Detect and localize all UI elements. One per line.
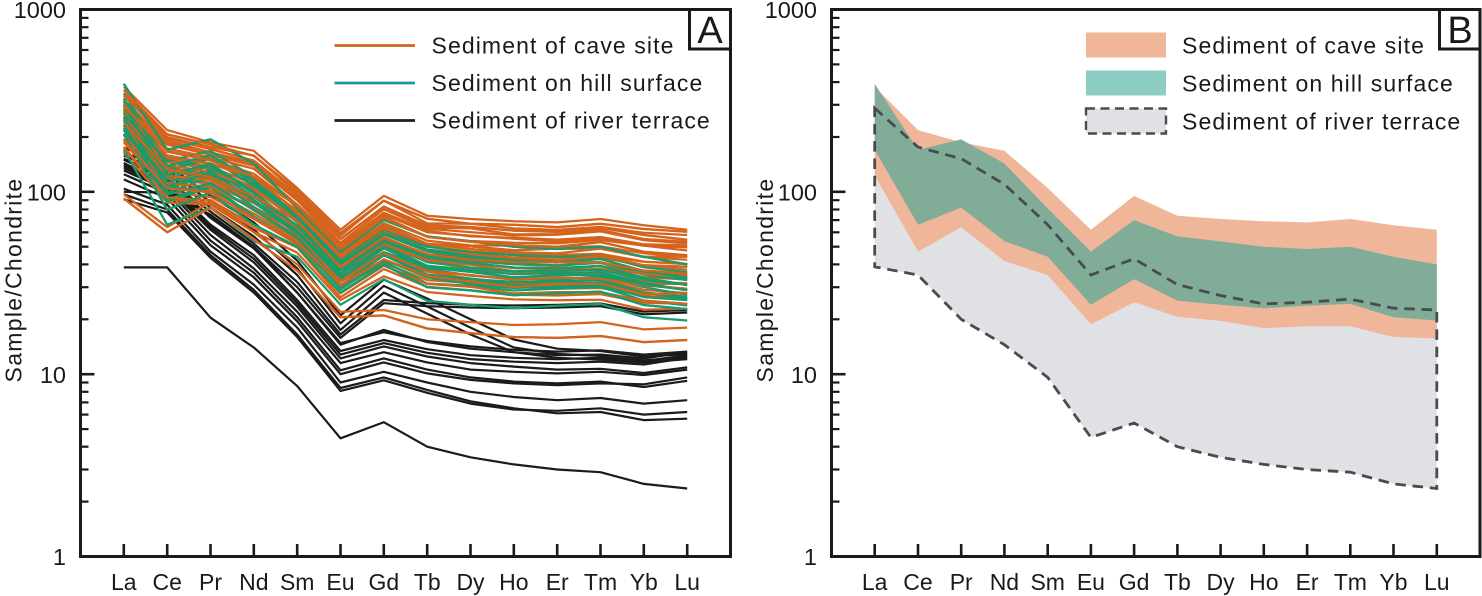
svg-text:Er: Er <box>546 569 569 595</box>
svg-text:100: 100 <box>778 179 817 205</box>
svg-text:Ce: Ce <box>152 569 181 595</box>
svg-text:10: 10 <box>40 362 66 388</box>
svg-text:Nd: Nd <box>239 569 268 595</box>
svg-text:Ho: Ho <box>499 569 528 595</box>
svg-text:Pr: Pr <box>950 569 973 595</box>
svg-text:Sediment on hill surface: Sediment on hill surface <box>432 70 704 96</box>
svg-text:1: 1 <box>804 544 817 570</box>
svg-text:Sample/Chondrite: Sample/Chondrite <box>1 178 27 383</box>
svg-text:Lu: Lu <box>674 569 700 595</box>
svg-text:Yb: Yb <box>630 569 658 595</box>
svg-text:Sediment of river terrace: Sediment of river terrace <box>1182 109 1461 135</box>
svg-text:Sediment of river terrace: Sediment of river terrace <box>432 108 711 134</box>
svg-text:Eu: Eu <box>326 569 354 595</box>
svg-text:1000: 1000 <box>765 0 817 23</box>
svg-text:Sample/Chondrite: Sample/Chondrite <box>752 178 778 383</box>
svg-text:Eu: Eu <box>1077 569 1105 595</box>
svg-text:Tb: Tb <box>414 569 441 595</box>
svg-text:Gd: Gd <box>1119 569 1150 595</box>
svg-text:1000: 1000 <box>14 0 66 23</box>
svg-text:Sediment of cave site: Sediment of cave site <box>1182 33 1425 59</box>
svg-text:B: B <box>1447 10 1472 52</box>
svg-text:1: 1 <box>53 544 66 570</box>
svg-text:Sediment of cave site: Sediment of cave site <box>432 33 675 59</box>
svg-text:Dy: Dy <box>1207 569 1236 595</box>
svg-text:Lu: Lu <box>1424 569 1450 595</box>
svg-text:Ce: Ce <box>903 569 932 595</box>
svg-text:La: La <box>862 569 888 595</box>
svg-text:Nd: Nd <box>990 569 1019 595</box>
svg-text:Sediment on hill surface: Sediment on hill surface <box>1182 71 1454 97</box>
svg-text:10: 10 <box>791 362 817 388</box>
svg-text:La: La <box>111 569 137 595</box>
svg-text:Ho: Ho <box>1249 569 1278 595</box>
svg-text:Pr: Pr <box>199 569 222 595</box>
svg-text:Tb: Tb <box>1164 569 1191 595</box>
svg-text:Tm: Tm <box>584 569 617 595</box>
svg-text:100: 100 <box>27 179 66 205</box>
svg-text:Dy: Dy <box>456 569 485 595</box>
svg-text:Tm: Tm <box>1334 569 1367 595</box>
svg-text:A: A <box>697 10 723 52</box>
svg-text:Er: Er <box>1296 569 1319 595</box>
svg-text:Sm: Sm <box>280 569 315 595</box>
svg-text:Gd: Gd <box>368 569 399 595</box>
svg-text:Sm: Sm <box>1030 569 1065 595</box>
svg-text:Yb: Yb <box>1379 569 1407 595</box>
